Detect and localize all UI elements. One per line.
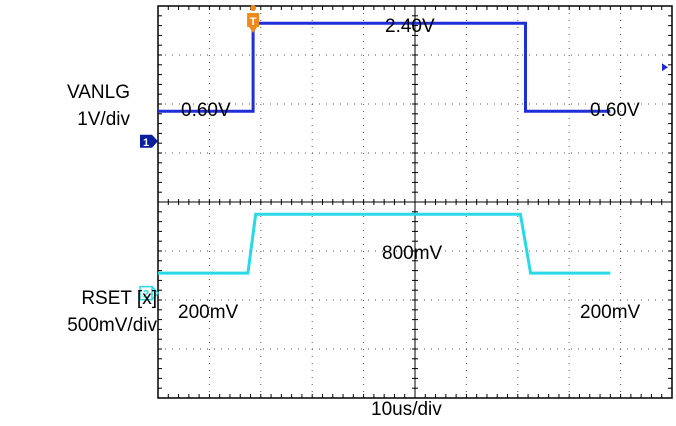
ch1-ground-marker	[140, 134, 152, 148]
ch2-ground-marker	[139, 285, 153, 301]
timebase-label: 10us/div	[371, 399, 442, 420]
ch2-scale: 500mV/div	[67, 315, 157, 336]
ch1-waveform	[158, 21, 611, 113]
ch2-level-low-left: 200mV	[178, 302, 239, 323]
trigger-marker	[247, 13, 260, 27]
trigger-marker-dot	[250, 5, 257, 11]
ch1-scale: 1V/div	[77, 109, 130, 130]
ch1-name: VANLG	[66, 82, 130, 103]
ch2-ground-marker-tip	[151, 286, 160, 301]
ch2-name: RSET [x]	[81, 288, 157, 309]
ch2-ground-marker-label: 2	[143, 289, 149, 301]
ch1-level-high: 2.40V	[385, 16, 435, 37]
trigger-marker-tip	[249, 27, 258, 33]
ch2-waveform	[158, 212, 611, 275]
ch1-ground-marker-tip	[152, 134, 158, 148]
ch2-level-low-right: 200mV	[580, 302, 641, 323]
trigger-level-arrow	[662, 63, 668, 72]
ch2-level-high: 800mV	[382, 243, 443, 264]
ch1-level-low-left: 0.60V	[181, 100, 231, 121]
ch1-ground-marker-label: 1	[143, 137, 149, 149]
ch1-level-low-right: 0.60V	[590, 100, 640, 121]
trigger-marker-label: T	[250, 16, 257, 28]
